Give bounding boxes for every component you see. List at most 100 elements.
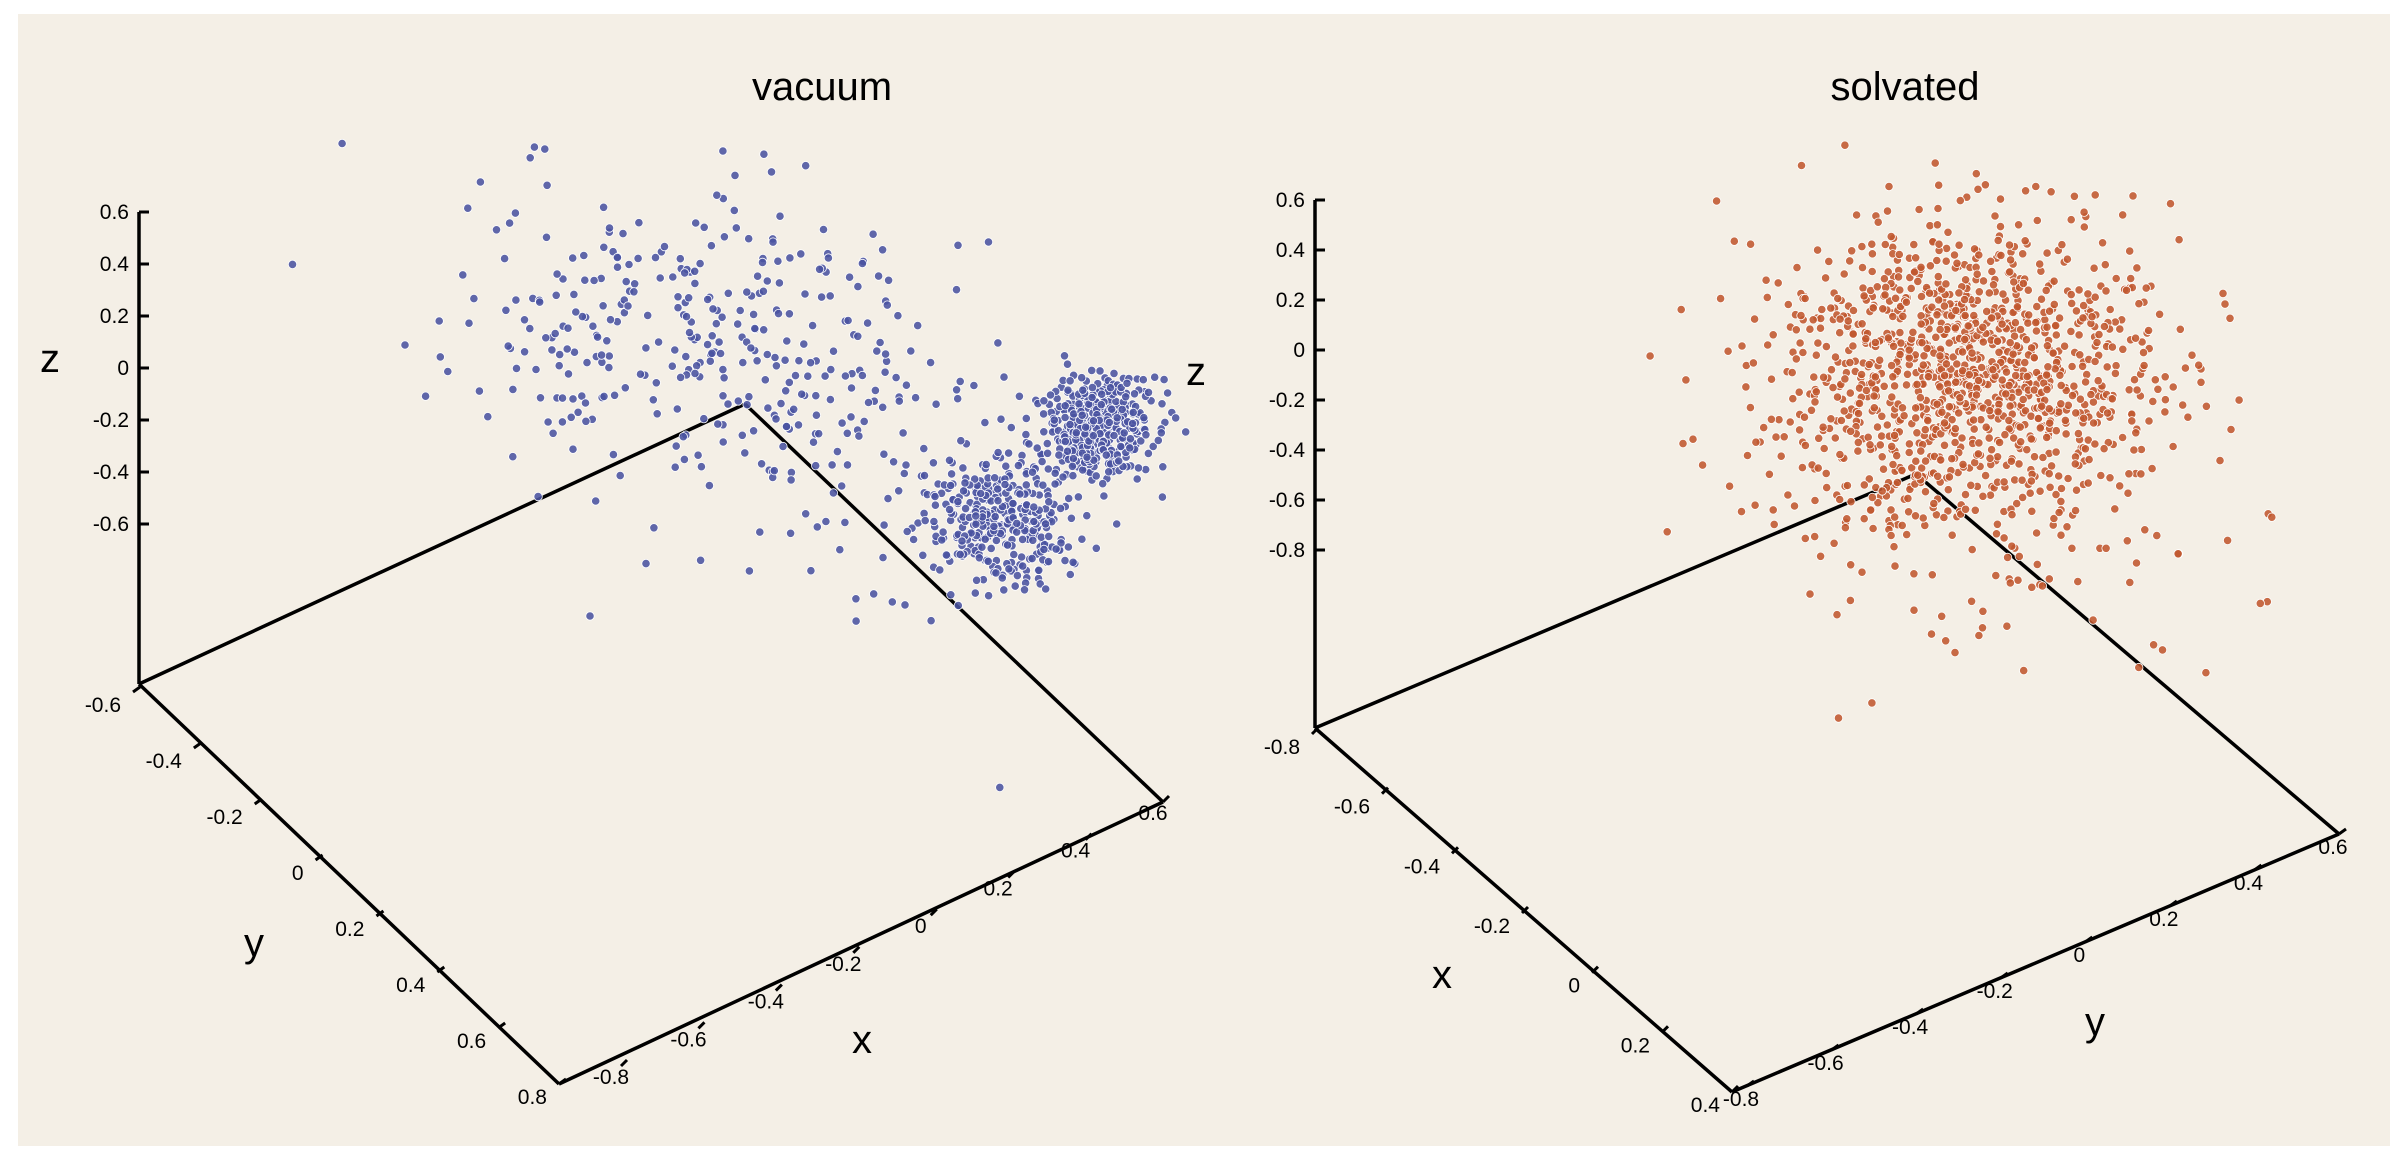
vacuum-data-point	[1066, 513, 1077, 523]
solvated-data-point	[1973, 184, 1983, 194]
solvated-data-point	[1843, 316, 1853, 326]
solvated-data-point	[1791, 354, 1801, 364]
vacuum-title: vacuum	[752, 65, 892, 109]
solvated-data-point	[1868, 523, 1878, 534]
vacuum-data-point	[529, 142, 540, 152]
vacuum-data-point	[901, 380, 912, 390]
vacuum-data-point	[1136, 436, 1146, 446]
solvated-data-point	[1897, 520, 1907, 531]
solvated-data-point	[2110, 504, 2120, 514]
vacuum-data-point	[1143, 387, 1154, 397]
vacuum-data-point	[1027, 553, 1037, 564]
vacuum-data-point	[1065, 569, 1075, 580]
vacuum-data-point	[983, 591, 994, 601]
solvated-data-point	[2003, 552, 2013, 563]
solvated-data-point	[1821, 341, 1832, 352]
solvated-data-point	[1889, 542, 1899, 552]
solvated-data-point	[2131, 558, 2142, 568]
solvated-data-point	[2066, 289, 2076, 300]
solvated-data-point	[1984, 433, 1994, 443]
solvated-data-point	[2060, 341, 2070, 351]
vacuum-data-point	[877, 245, 888, 255]
solvated-data-point	[1925, 288, 1935, 298]
solvated-data-point	[2075, 394, 2085, 404]
solvated-data-point	[2144, 325, 2154, 336]
solvated-data-point	[1745, 402, 1756, 413]
solvated-data-point	[1865, 440, 1875, 450]
solvated-data-point	[1950, 323, 1960, 333]
vacuum-data-point	[1088, 416, 1099, 426]
solvated-data-point	[2020, 406, 2031, 416]
vacuum-x-tick	[697, 1021, 706, 1030]
solvated-data-point	[1943, 506, 1953, 516]
solvated-data-point	[2066, 215, 2076, 225]
solvated-data-point	[1993, 407, 2003, 417]
vacuum-data-point	[993, 484, 1003, 494]
solvated-data-point	[1987, 445, 1997, 455]
solvated-data-point	[1954, 288, 1964, 298]
vacuum-data-point	[525, 153, 535, 163]
solvated-data-point	[2045, 482, 2055, 492]
solvated-data-point	[2063, 473, 2073, 484]
solvated-data-point	[2226, 424, 2236, 435]
solvated-data-point	[1867, 698, 1877, 708]
solvated-data-point	[1974, 375, 1984, 386]
vacuum-data-point	[1091, 471, 1101, 481]
solvated-data-point	[1821, 273, 1831, 283]
solvated-data-point	[2124, 385, 2134, 395]
vacuum-data-point	[730, 170, 740, 180]
solvated-data-point	[1961, 275, 1971, 285]
vacuum-y-tick	[192, 741, 202, 750]
solvated-data-point	[1937, 407, 1947, 417]
vacuum-y-tick	[497, 1021, 507, 1030]
solvated-data-point	[1830, 352, 1841, 362]
vacuum-data-point	[1078, 385, 1088, 395]
vacuum-data-point	[599, 391, 609, 401]
vacuum-data-point	[1095, 366, 1105, 376]
vacuum-data-point	[577, 311, 588, 322]
solvated-data-point	[1895, 349, 1905, 359]
vacuum-data-point	[675, 254, 685, 264]
solvated-data-point	[2057, 240, 2067, 250]
vacuum-data-point	[670, 345, 680, 355]
vacuum-data-point	[835, 545, 845, 555]
vacuum-data-point	[337, 138, 347, 149]
solvated-data-point	[1852, 210, 1862, 220]
solvated-data-point	[2180, 363, 2190, 373]
solvated-data-point	[2051, 447, 2061, 457]
vacuum-data-point	[993, 447, 1003, 458]
vacuum-data-point	[796, 249, 806, 259]
vacuum-data-point	[648, 395, 658, 405]
solvated-data-point	[1909, 240, 1919, 250]
vacuum-data-point	[748, 309, 759, 319]
vacuum-data-point	[971, 511, 981, 521]
vacuum-data-point	[880, 349, 891, 359]
solvated-data-point	[2006, 456, 2017, 466]
solvated-data-point	[1857, 567, 1867, 577]
vacuum-data-point	[1044, 497, 1054, 507]
solvated-data-point	[2101, 543, 2111, 553]
solvated-data-point	[1795, 425, 1805, 435]
solvated-data-point	[1922, 343, 1932, 353]
solvated-data-point	[2044, 574, 2054, 584]
solvated-z-axis-label: z	[1186, 350, 1206, 394]
vacuum-data-point	[778, 441, 788, 452]
vacuum-data-point	[1125, 434, 1136, 444]
solvated-data-point	[1800, 293, 1810, 304]
solvated-data-point	[1819, 372, 1829, 382]
vacuum-data-point	[1181, 427, 1191, 437]
vacuum-data-point	[875, 337, 885, 348]
solvated-data-point	[1857, 369, 1867, 380]
vacuum-data-point	[946, 469, 957, 479]
solvated-data-point	[1887, 360, 1897, 371]
vacuum-data-point	[1156, 428, 1166, 438]
vacuum-data-point	[641, 558, 651, 569]
solvated-data-point	[1904, 507, 1914, 517]
vacuum-data-point	[1021, 429, 1031, 440]
solvated-data-point	[1910, 511, 1921, 521]
solvated-data-point	[1796, 310, 1806, 321]
vacuum-data-point	[691, 218, 701, 228]
solvated-data-point	[2168, 441, 2178, 452]
solvated-data-point	[1991, 529, 2002, 539]
solvated-data-point	[2009, 277, 2019, 287]
